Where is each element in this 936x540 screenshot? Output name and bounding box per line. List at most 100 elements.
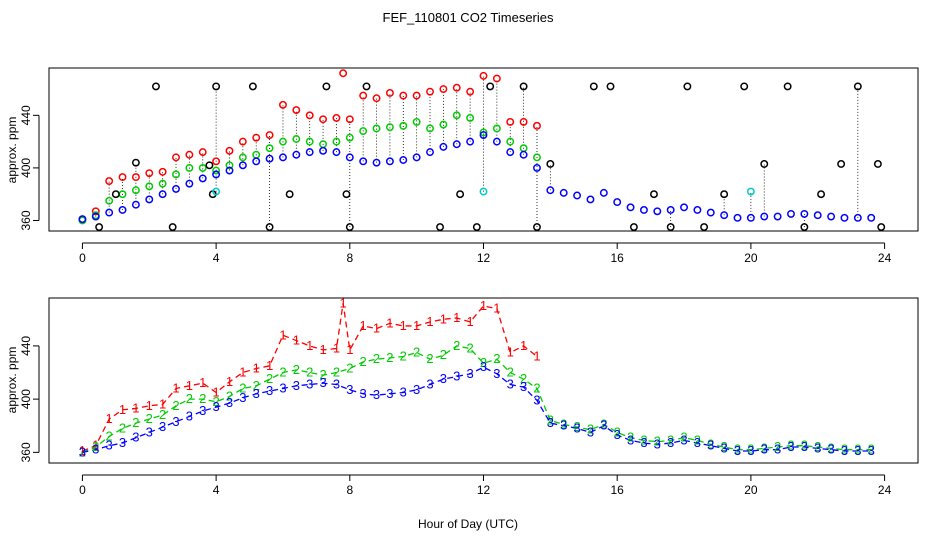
series-1-point: 1 [172,380,179,395]
black-point [285,190,294,199]
series-3-point: 3 [413,382,420,397]
series-2-point: 2 [868,442,875,457]
series-1-line [82,303,538,452]
series-2-point: 2 [734,442,741,457]
series-2-point: 2 [747,442,754,457]
series-2-point: 2 [186,391,193,406]
black-point [853,82,862,91]
black-point [472,223,481,232]
green-point [172,170,180,179]
series-3-point: 3 [159,419,166,434]
series-3-point: 3 [106,438,113,453]
blue-point [105,208,114,217]
blue-point [145,195,154,204]
green-point [238,153,247,162]
blue-point [466,137,475,146]
red-point [339,69,348,78]
blue-point [733,213,742,222]
red-point [252,133,261,142]
blue-point [385,157,394,166]
series-3-point: 3 [507,376,514,391]
red-point [399,91,408,100]
series-1-point: 1 [79,443,86,458]
x-tick-label: 8 [346,251,353,265]
series-3-point: 3 [92,442,99,457]
green-point [212,166,221,175]
series-1-point: 1 [386,315,393,330]
blue-point [452,140,461,149]
series-2-line [82,345,872,453]
green-point [345,133,354,142]
red-point [439,85,448,93]
y-tick-label: 400 [19,158,33,178]
series-1-point: 1 [493,301,500,316]
series-3-point: 3 [266,383,273,398]
series-2-point: 2 [774,439,781,454]
series-3-point: 3 [600,418,607,433]
series-1-point: 1 [239,365,246,380]
x-tick-label: 12 [477,483,491,497]
cyan-point [746,187,755,196]
series-2-point: 2 [146,411,153,426]
series-2-point: 2 [680,430,687,445]
x-tick-label: 16 [611,251,625,265]
black-point [212,82,221,91]
green-point [426,124,434,133]
series-3-point: 3 [346,382,353,397]
green-point [399,121,408,130]
blue-point [492,137,501,146]
series-3-point: 3 [239,390,246,405]
red-point [118,173,127,182]
green-point [305,137,314,146]
x-axis-label: Hour of Day (UTC) [418,517,518,531]
green-point [265,144,274,153]
series-2-point: 2 [547,412,554,427]
series-1-point: 1 [333,341,340,356]
series-3-point: 3 [186,408,193,423]
green-point [332,137,341,146]
red-point [319,115,328,124]
blue-point [292,150,301,159]
red-point [91,207,100,216]
series-1-point: 1 [413,318,420,333]
series-1-point: 1 [146,398,153,413]
blue-point [506,148,515,157]
series-3-point: 3 [520,379,527,394]
red-point [185,150,194,159]
series-2-point: 2 [119,420,126,435]
blue-point [559,188,568,197]
series-1-point: 1 [226,374,233,389]
series-3-point: 3 [547,415,554,430]
x-tick-label: 16 [611,483,625,497]
series-2-point: 2 [827,440,834,455]
series-2-point: 2 [694,432,701,447]
series-3-point: 3 [493,366,500,381]
black-point [265,223,274,232]
series-2-point: 2 [319,367,326,382]
black-point [666,223,675,232]
series-3-point: 3 [801,439,808,454]
series-2-point: 2 [279,365,286,380]
series-3-point: 3 [694,435,701,450]
black-point [683,82,692,91]
series-2-point: 2 [600,416,607,431]
series-2-point: 2 [413,345,420,360]
x-tick-label: 20 [744,483,758,497]
black-point [783,82,792,91]
series-2-point: 2 [159,407,166,422]
series-1-point: 1 [520,338,527,353]
y-tick-label: 440 [19,336,33,356]
blue-point [319,146,328,155]
x-tick-label: 0 [79,251,86,265]
blue-point [533,163,541,172]
series-2-point: 2 [172,398,179,413]
black-point [720,190,729,199]
series-3-point: 3 [306,376,313,391]
series-2-point: 2 [400,349,407,364]
series-3-point: 3 [654,436,661,451]
series-3-point: 3 [721,440,728,455]
series-3-point: 3 [560,418,567,433]
blue-point [426,148,434,157]
series-3-point: 3 [279,380,286,395]
